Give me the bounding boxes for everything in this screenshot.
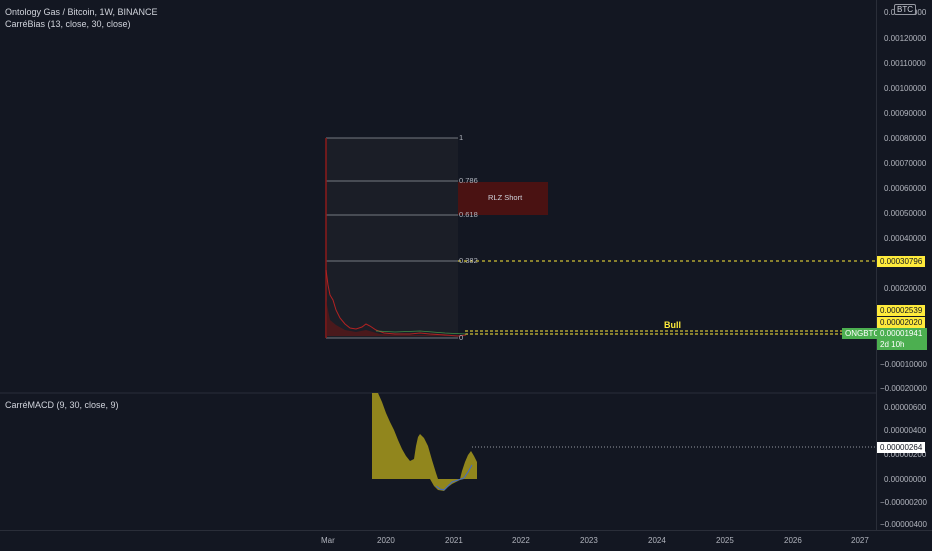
time-tick: 2020: [377, 536, 395, 545]
macd-histogram-positive: [372, 393, 438, 479]
macd-current-tag: 0.00000264: [877, 442, 926, 453]
bar-countdown: 2d 10h: [880, 340, 905, 349]
macd-tick: 0.00000000: [884, 475, 927, 484]
chart-title: Ontology Gas / Bitcoin, 1W, BINANCE: [5, 7, 158, 17]
macd-tick: 0.00000200: [884, 450, 927, 459]
price-tick: 0.00060000: [884, 184, 927, 193]
price-tick: −0.00020000: [880, 384, 927, 393]
price-tick: 0.00020000: [884, 284, 927, 293]
price-axis[interactable]: [876, 0, 932, 530]
price-tick: 0.00080000: [884, 134, 927, 143]
time-tick: 2021: [445, 536, 463, 545]
macd-tick: 0.00000600: [884, 403, 927, 412]
bull-label: Bull: [664, 320, 681, 330]
macd-tick: −0.00000200: [880, 498, 927, 507]
currency-badge[interactable]: BTC: [894, 4, 916, 15]
rlz-short-box: [458, 182, 548, 215]
level-price-tag: 0.00030796: [877, 256, 926, 267]
indicator-legend-bias[interactable]: CarréBias (13, close, 30, close): [5, 19, 131, 29]
indicator-legend-macd[interactable]: CarréMACD (9, 30, close, 9): [5, 400, 119, 410]
price-tick: 0.00110000: [884, 59, 926, 68]
macd-histogram-recent: [460, 451, 477, 479]
time-tick: 2023: [580, 536, 598, 545]
fib-label-0618: 0.618: [459, 210, 478, 219]
price-series-green: [375, 330, 467, 335]
time-axis[interactable]: [0, 530, 932, 551]
macd-histogram-negative: [430, 479, 464, 491]
price-tick: 0.00070000: [884, 159, 927, 168]
price-tick: −0.00010000: [880, 360, 927, 369]
macd-tick: 0.00000400: [884, 426, 927, 435]
fib-label-1: 1: [459, 133, 464, 142]
macd-signal-line: [435, 464, 473, 491]
price-series: [325, 269, 467, 337]
time-tick: Mar: [321, 536, 335, 545]
price-tick: 0.00050000: [884, 209, 927, 218]
symbol-tag: ONGBTC: [842, 328, 883, 339]
rlz-short-label: RLZ Short: [488, 193, 523, 202]
macd-tick: −0.00000400: [880, 520, 927, 529]
fib-background: [326, 138, 458, 338]
fib-label-0382: 0.382: [459, 256, 478, 265]
chart-canvas[interactable]: [0, 0, 876, 530]
fib-label-0: 0: [459, 333, 464, 342]
price-tick: 0.00040000: [884, 234, 927, 243]
current-price-tag: 0.00001941 2d 10h: [877, 328, 927, 350]
price-area: [326, 300, 458, 336]
time-tick: 2022: [512, 536, 530, 545]
time-tick: 2024: [648, 536, 666, 545]
price-tick: 0.00090000: [884, 109, 927, 118]
time-tick: 2027: [851, 536, 869, 545]
price-tag-upper: 0.00002539: [877, 305, 926, 316]
price-tick: 0.00100000: [884, 84, 927, 93]
price-tag-lower: 0.00002020: [877, 317, 926, 328]
price-tick: 0.00120000: [884, 34, 927, 43]
current-price-value: 0.00001941: [880, 329, 923, 338]
time-tick: 2025: [716, 536, 734, 545]
fib-label-0786: 0.786: [459, 176, 478, 185]
time-tick: 2026: [784, 536, 802, 545]
